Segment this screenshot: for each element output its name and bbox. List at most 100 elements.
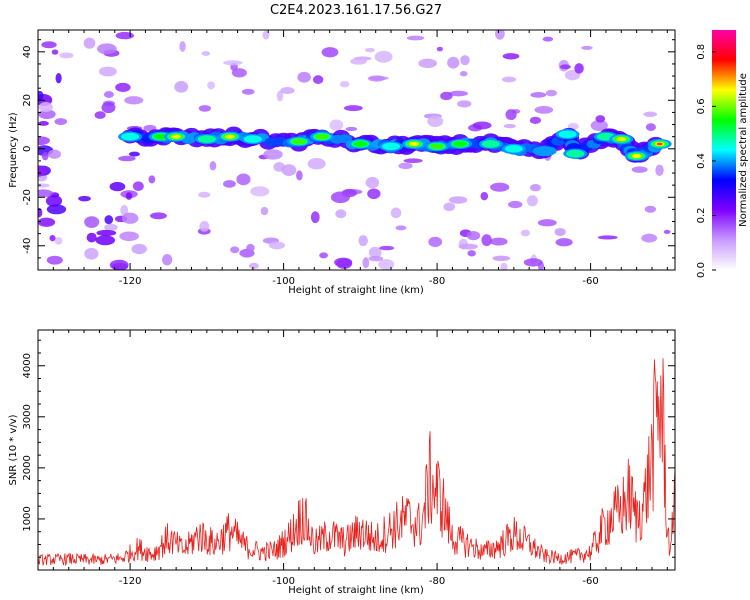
spectrogram-noise-blob [103, 91, 114, 98]
spectrogram-noise-blob [343, 105, 363, 112]
spectrogram-noise-blob [350, 58, 367, 65]
y-tick-label: 3000 [22, 404, 33, 429]
spectrogram-peak [616, 137, 627, 142]
spectrogram-noise-blob [280, 86, 295, 95]
spectrogram-noise-blob [312, 75, 324, 84]
snr-x-axis-label: Height of straight line (km) [288, 585, 424, 596]
spectrogram-noise-blob [581, 45, 593, 50]
spectrogram-noise-blob [162, 253, 173, 266]
spectrogram-x-ticks: -120 -100 -80 -60 [37, 30, 668, 287]
spectrogram-noise-blob [505, 109, 517, 121]
x-tick-label: -120 [119, 276, 142, 287]
spectrogram-noise-blob [362, 257, 370, 269]
spectrogram-noise-blob [38, 165, 47, 177]
spectrogram-noise-blob [310, 211, 320, 224]
spectrogram-noise-blob [490, 182, 510, 192]
spectrogram-peak [291, 138, 306, 145]
spectrogram-noise-blob [231, 68, 247, 78]
spectrogram-peak [453, 141, 468, 147]
spectrogram-noise-blob [119, 231, 139, 242]
spectrogram-peak [224, 134, 235, 139]
colorbar-tick-label: 0.8 [696, 44, 707, 60]
spectrogram-noise-blob [89, 250, 98, 258]
spectrogram-peak [353, 141, 368, 147]
snr-y-ticks: 1000 2000 3000 4000 [22, 339, 675, 571]
spectrogram-noise-blob [241, 88, 255, 95]
spectrogram-noise-blob [84, 216, 100, 228]
spectrogram-noise-blob [115, 82, 131, 93]
spectrogram-noise-layer [38, 30, 671, 270]
spectrogram-noise-blob [364, 47, 375, 53]
spectrogram-noise-blob [529, 116, 542, 124]
spectrogram-frame [37, 29, 676, 271]
snr-y-axis-label: SNR (10 * v/v) [8, 414, 19, 485]
spectrogram-noise-blob [115, 31, 135, 40]
spectrogram-noise-blob [128, 151, 140, 157]
spectrogram-noise-blob [230, 246, 240, 254]
spectrogram-noise-blob [111, 263, 129, 270]
spectrogram-noise-blob [98, 66, 117, 77]
spectrogram-noise-blob [466, 231, 481, 241]
spectrogram-peak [121, 132, 140, 141]
spectrogram-noise-blob [209, 161, 217, 171]
y-tick-label: 1000 [22, 506, 33, 531]
colorbar: 0.0 0.2 0.4 0.6 0.8 Normalized spectral ampl… [696, 30, 749, 278]
spectrogram-noise-blob [403, 158, 423, 164]
spectrogram-noise-blob [663, 229, 671, 234]
spectrogram-noise-blob [260, 206, 269, 216]
snr-series-line [38, 358, 675, 567]
spectrogram-noise-blob [339, 81, 350, 88]
spectrogram-noise-blob [94, 111, 106, 119]
spectrogram-noise-blob [59, 52, 74, 59]
spectrogram-noise-blob [367, 188, 381, 200]
spectrogram-noise-blob [236, 173, 251, 186]
spectrogram-noise-blob [46, 204, 67, 215]
spectrogram-peak [481, 140, 500, 148]
spectrogram-noise-blob [368, 255, 384, 262]
spectrogram-noise-blob [520, 229, 531, 237]
spectrogram-noise-blob [641, 233, 658, 243]
snr-series-group [38, 358, 675, 567]
spectrogram-noise-blob [223, 60, 243, 66]
spectrogram-y-ticks: -40 -20 0 20 40 [22, 39, 675, 271]
spectrogram-noise-blob [148, 175, 156, 184]
spectrogram-noise-blob [443, 202, 456, 212]
spectrogram-noise-blob [307, 158, 326, 170]
spectrogram-noise-blob [458, 243, 479, 250]
spectrogram-noise-blob [97, 43, 117, 55]
spectrogram-noise-blob [55, 73, 62, 84]
spectrogram-noise-blob [132, 181, 144, 192]
spectrogram-noise-blob [83, 37, 96, 49]
spectrogram-peak [532, 146, 557, 157]
y-tick-label: -40 [22, 238, 33, 254]
figure-title: C2E4.2023.161.17.56.G27 [270, 3, 442, 18]
spectrogram-noise-blob [500, 262, 508, 270]
spectrogram-noise-blob [48, 149, 62, 159]
spectrogram-noise-blob [398, 162, 413, 170]
spectrogram-noise-blob [199, 221, 210, 232]
x-tick-label: -100 [272, 576, 295, 587]
spectrogram-noise-blob [655, 164, 664, 176]
spectrogram-peak [631, 154, 642, 159]
spectrogram-noise-blob [38, 183, 50, 188]
spectrogram-noise-blob [268, 241, 286, 250]
spectrogram-noise-blob [574, 63, 584, 74]
snr-panel: -120 -100 -80 -60 1000 2000 3000 4000 Height o… [8, 329, 676, 596]
spectrogram-noise-blob [390, 207, 402, 219]
x-tick-label: -60 [582, 276, 598, 287]
spectrogram-noise-blob [368, 246, 382, 258]
spectrogram-noise-blob [207, 81, 215, 90]
spectrogram-noise-blob [502, 53, 520, 60]
spectrogram-noise-blob [534, 106, 554, 114]
spectrogram-noise-blob [330, 191, 350, 204]
spectrogram-noise-blob [631, 166, 648, 173]
spectrogram-noise-blob [38, 90, 44, 101]
x-tick-label: -80 [429, 576, 445, 587]
spectrogram-noise-blob [46, 255, 63, 265]
spectrogram-band-layer [118, 126, 672, 163]
spectrogram-noise-blob [41, 152, 49, 161]
spectrogram-noise-blob [526, 195, 538, 207]
spectrogram-noise-blob [358, 235, 368, 247]
spectrogram-noise-blob [507, 200, 523, 209]
spectrogram-noise-blob [86, 232, 97, 243]
